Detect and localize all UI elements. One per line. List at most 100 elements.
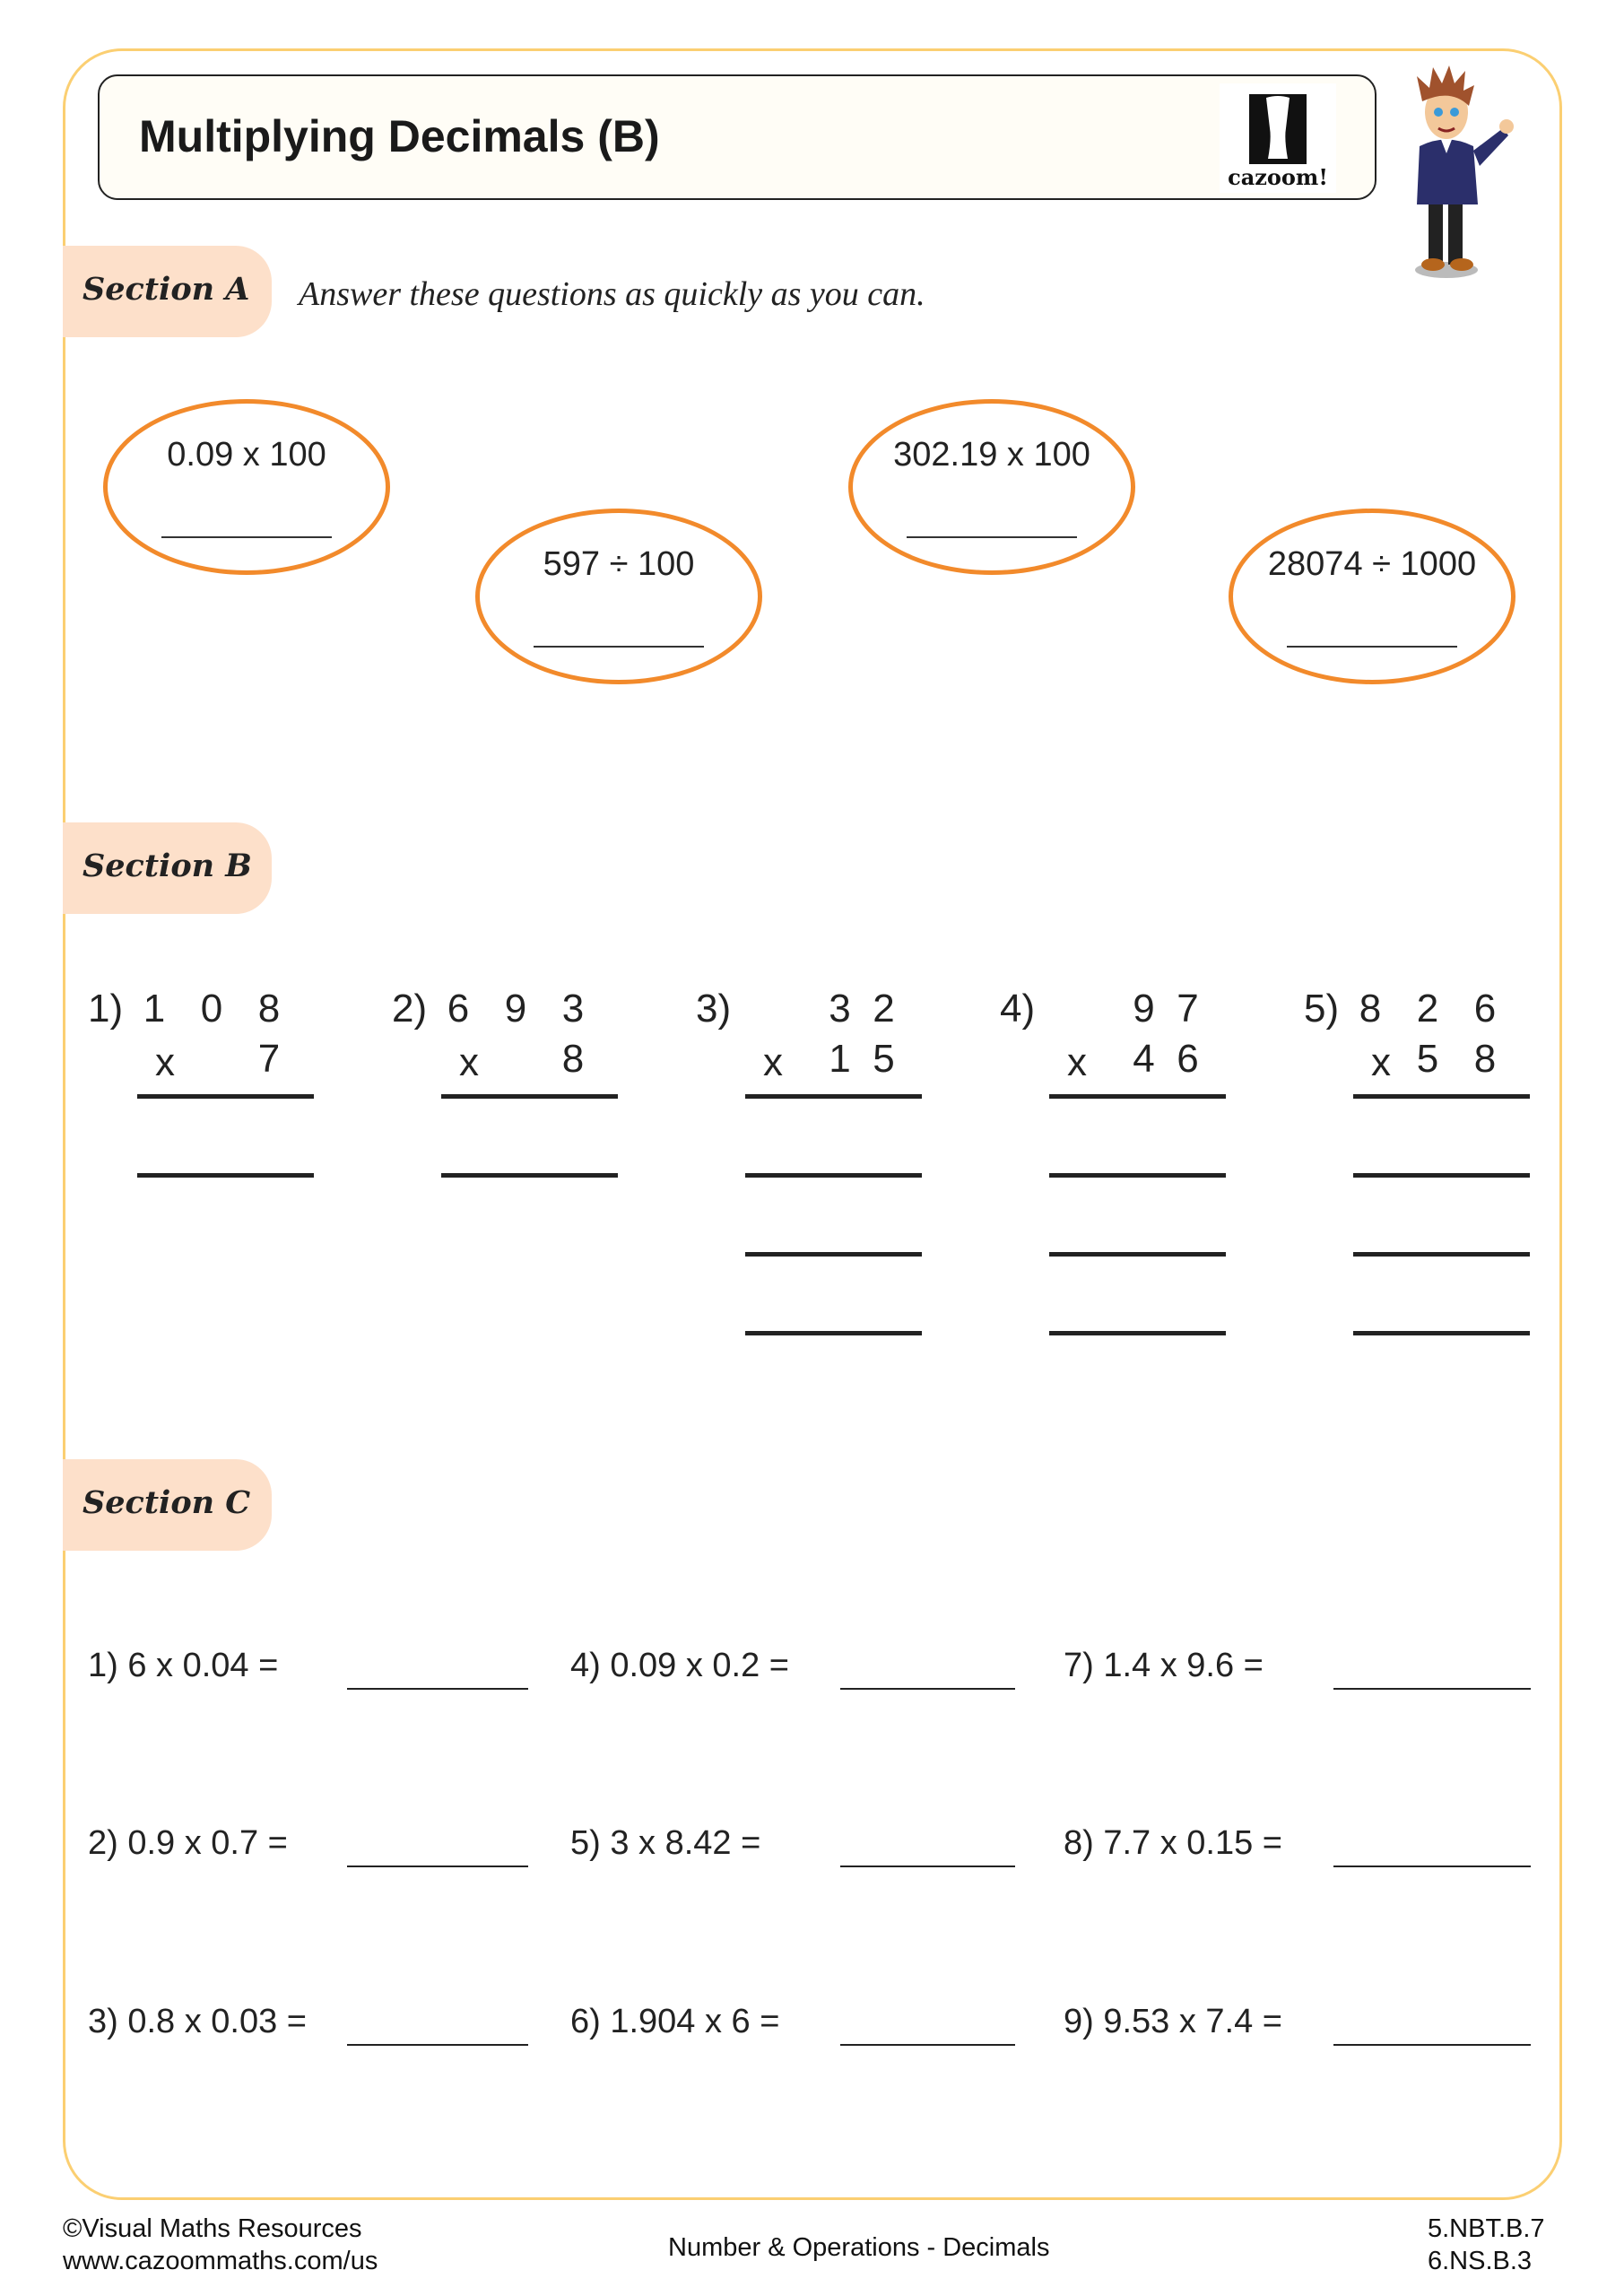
multiplication-problem: 2) 6 9 3 8 x: [392, 987, 618, 1345]
digit: 6: [1473, 987, 1497, 1031]
answer-line[interactable]: [745, 1173, 922, 1178]
answer-line[interactable]: [907, 536, 1077, 538]
oval-question-1: 0.09 x 100: [103, 399, 390, 575]
answer-blank[interactable]: [840, 2044, 1015, 2046]
oval-question-4: 28074 ÷ 1000: [1229, 509, 1515, 684]
multiply-sign: x: [155, 1040, 175, 1084]
answer-line[interactable]: [137, 1173, 314, 1178]
answer-blank[interactable]: [1333, 1866, 1531, 1867]
footer-copyright: ©Visual Maths Resources: [63, 2214, 362, 2243]
footer-topic: Number & Operations - Decimals: [668, 2233, 1050, 2262]
page-title: Multiplying Decimals (B): [139, 111, 660, 161]
digit: 7: [257, 1037, 281, 1081]
answer-blank[interactable]: [347, 2044, 528, 2046]
question-text: 3) 0.8 x 0.03 =: [88, 2003, 307, 2040]
footer-standard-2: 6.NS.B.3: [1428, 2247, 1533, 2275]
question-text: 1) 6 x 0.04 =: [88, 1647, 279, 1684]
oval-question-2: 597 ÷ 100: [475, 509, 762, 684]
svg-text:cazoom!: cazoom!: [1228, 164, 1328, 190]
digit: 9: [504, 987, 527, 1031]
multiplication-problem: 1) 1 0 8 7 x: [88, 987, 314, 1345]
answer-line[interactable]: [1353, 1331, 1530, 1335]
multiply-sign: x: [459, 1040, 479, 1084]
answer-line[interactable]: [534, 646, 704, 648]
answer-line[interactable]: [161, 536, 332, 538]
digit: 6: [1177, 1037, 1199, 1081]
section-b-label: Section B: [83, 848, 252, 884]
digit: 6: [447, 987, 470, 1031]
question-text: 2) 0.9 x 0.7 =: [88, 1824, 288, 1862]
problem-number: 5): [1304, 987, 1340, 1031]
answer-line[interactable]: [1049, 1331, 1226, 1335]
sum-line: [441, 1094, 618, 1099]
digit: 8: [257, 987, 281, 1031]
answer-blank[interactable]: [347, 1688, 528, 1690]
question-text: 597 ÷ 100: [543, 545, 695, 583]
digit: 8: [1359, 987, 1382, 1031]
digit: 1: [143, 987, 166, 1031]
section-a-label: Section A: [83, 271, 250, 308]
digit: 5: [873, 1037, 895, 1081]
problem-number: 4): [1000, 987, 1036, 1031]
question-text: 4) 0.09 x 0.2 =: [570, 1647, 789, 1684]
section-a-instruction: Answer these questions as quickly as you…: [299, 275, 925, 313]
question-text: 28074 ÷ 1000: [1267, 545, 1477, 583]
problem-number: 2): [392, 987, 428, 1031]
multiplication-problem: 4) 9 7 4 6 x: [1000, 987, 1226, 1345]
question-text: 9) 9.53 x 7.4 =: [1064, 2003, 1282, 2040]
answer-line[interactable]: [441, 1173, 618, 1178]
sum-line: [1353, 1094, 1530, 1099]
multiply-sign: x: [1067, 1040, 1087, 1084]
problem-bottom-number: 8: [544, 1037, 602, 1082]
problem-number: 1): [88, 987, 124, 1031]
answer-line[interactable]: [1049, 1252, 1226, 1257]
cazoom-logo: cazoom!: [1220, 83, 1336, 193]
question-text: 6) 1.904 x 6 =: [570, 2003, 780, 2040]
multiplication-problem: 5) 8 2 6 5 8 x: [1304, 987, 1530, 1345]
footer-standard-1: 5.NBT.B.7: [1428, 2214, 1545, 2243]
section-a-tab: Section A: [63, 246, 272, 337]
digit: 3: [561, 987, 585, 1031]
question-text: 7) 1.4 x 9.6 =: [1064, 1647, 1264, 1684]
answer-blank[interactable]: [840, 1688, 1015, 1690]
cartoon-boy-illustration: [1397, 65, 1523, 281]
answer-blank[interactable]: [1333, 2044, 1531, 2046]
answer-line[interactable]: [1353, 1173, 1530, 1178]
sum-line: [745, 1094, 922, 1099]
digit: 2: [873, 987, 895, 1031]
digit: 8: [561, 1037, 585, 1081]
answer-blank[interactable]: [347, 1866, 528, 1867]
sum-line: [137, 1094, 314, 1099]
answer-line[interactable]: [1287, 646, 1457, 648]
question-text: 5) 3 x 8.42 =: [570, 1824, 761, 1862]
digit: 9: [1133, 987, 1155, 1031]
multiply-sign: x: [1371, 1040, 1391, 1084]
answer-line[interactable]: [745, 1252, 922, 1257]
digit: 0: [200, 987, 223, 1031]
digit: 5: [1416, 1037, 1439, 1081]
digit: 7: [1177, 987, 1199, 1031]
digit: 8: [1473, 1037, 1497, 1081]
section-c-label: Section C: [83, 1484, 251, 1521]
answer-blank[interactable]: [1333, 1688, 1531, 1690]
digit: 4: [1133, 1037, 1155, 1081]
answer-line[interactable]: [1353, 1252, 1530, 1257]
section-c-tab: Section C: [63, 1459, 272, 1551]
worksheet-frame: [63, 48, 1562, 2200]
answer-blank[interactable]: [840, 1866, 1015, 1867]
problem-number: 3): [696, 987, 732, 1031]
answer-line[interactable]: [745, 1331, 922, 1335]
multiply-sign: x: [763, 1040, 783, 1084]
footer-link[interactable]: www.cazoommaths.com/us: [63, 2247, 378, 2275]
title-box: Multiplying Decimals (B) cazoom!: [98, 74, 1376, 200]
problem-bottom-number: 7: [240, 1037, 298, 1082]
answer-line[interactable]: [1049, 1173, 1226, 1178]
